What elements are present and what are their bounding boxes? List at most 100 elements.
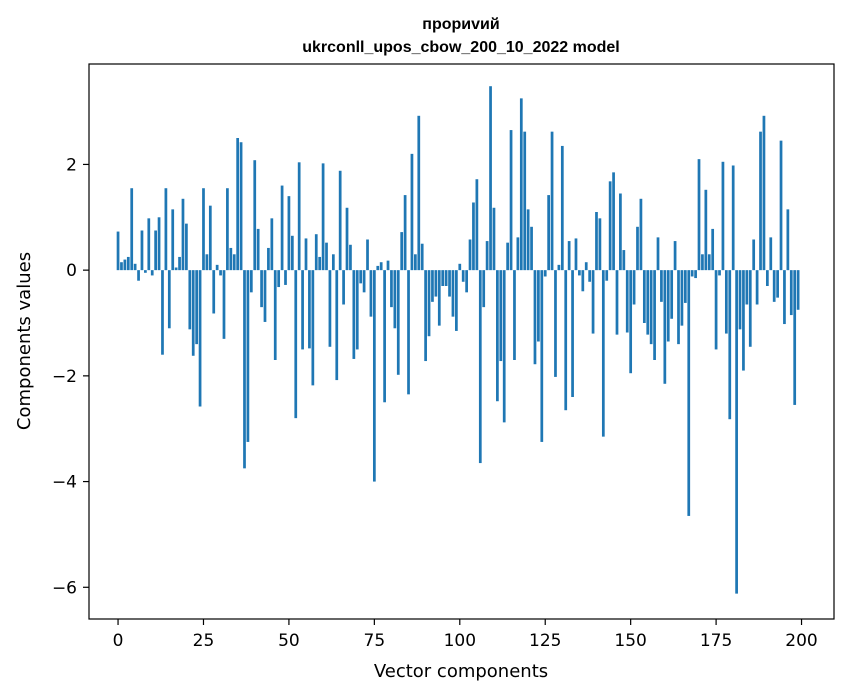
bar xyxy=(721,161,725,271)
bar xyxy=(420,243,424,271)
bar xyxy=(383,270,386,403)
bar xyxy=(437,270,441,326)
bar xyxy=(567,241,571,271)
bar xyxy=(759,131,762,271)
bar xyxy=(646,270,650,335)
bar xyxy=(185,223,188,271)
bar xyxy=(629,270,633,374)
bar xyxy=(386,260,390,271)
bar xyxy=(492,207,496,271)
bar xyxy=(711,228,715,271)
bar xyxy=(161,270,164,355)
bar xyxy=(359,270,363,284)
bar xyxy=(796,270,800,310)
bar xyxy=(786,209,790,271)
bar xyxy=(270,218,274,271)
bar xyxy=(547,195,551,271)
bar xyxy=(393,270,397,329)
bar xyxy=(458,263,462,271)
bars-group xyxy=(116,86,800,594)
x-tick-label: 125 xyxy=(529,631,561,651)
bar xyxy=(636,226,639,271)
bar xyxy=(728,270,732,420)
bar xyxy=(249,270,253,293)
bar xyxy=(540,270,544,442)
x-axis-ticks: 0 25 50 75 100 125 150 175 200 xyxy=(113,619,818,651)
plot-frame xyxy=(88,63,835,620)
bar xyxy=(615,270,619,335)
bar xyxy=(584,262,588,271)
bar xyxy=(294,270,298,419)
bar xyxy=(707,254,711,271)
x-tick-label: 50 xyxy=(278,631,300,651)
bar xyxy=(649,270,653,345)
bar xyxy=(697,159,701,271)
bar xyxy=(407,270,410,395)
bar xyxy=(656,237,660,271)
bar xyxy=(468,239,472,271)
bar xyxy=(308,270,311,349)
bar xyxy=(533,270,537,365)
bar xyxy=(502,270,506,423)
bar xyxy=(379,262,383,271)
bar xyxy=(338,170,342,271)
bar xyxy=(126,256,130,271)
bar xyxy=(147,218,151,271)
bar xyxy=(619,193,622,271)
y-axis-label: Components values xyxy=(14,252,35,430)
bar xyxy=(181,198,185,271)
x-tick-label: 150 xyxy=(614,631,646,651)
bar xyxy=(639,198,643,271)
bar xyxy=(362,270,366,293)
bar xyxy=(755,270,759,305)
bar xyxy=(301,270,304,350)
bar xyxy=(215,264,219,271)
bar xyxy=(376,265,380,271)
bar xyxy=(601,270,605,437)
bar xyxy=(191,270,195,356)
bar xyxy=(660,270,663,302)
bar xyxy=(557,264,561,271)
bar xyxy=(506,242,509,271)
bar xyxy=(229,247,233,271)
bar xyxy=(198,270,202,407)
bar xyxy=(321,163,325,271)
bar xyxy=(622,250,626,271)
bar xyxy=(519,98,523,271)
bar xyxy=(369,270,373,317)
bar xyxy=(523,131,527,271)
bar xyxy=(543,270,547,277)
bar xyxy=(772,270,776,302)
bar xyxy=(352,270,356,359)
bar xyxy=(243,270,246,469)
bar xyxy=(663,270,667,384)
bar xyxy=(478,270,482,464)
bar xyxy=(355,270,359,350)
bar xyxy=(714,270,718,350)
bar xyxy=(290,235,294,271)
bar xyxy=(690,270,694,277)
bar xyxy=(239,142,243,271)
bar xyxy=(267,247,270,271)
bar xyxy=(783,270,786,325)
bar xyxy=(516,237,520,271)
y-axis-ticks: −6 −4 −2 0 2 xyxy=(52,155,89,598)
x-tick-label: 0 xyxy=(113,631,124,651)
bar xyxy=(226,188,229,271)
bar xyxy=(680,270,684,326)
bar xyxy=(171,209,175,271)
bar xyxy=(256,228,260,271)
bar xyxy=(219,270,222,276)
bar xyxy=(188,270,192,330)
bar xyxy=(591,270,595,334)
bar xyxy=(718,270,721,276)
bar xyxy=(260,270,263,308)
bar xyxy=(701,254,704,271)
bar xyxy=(465,270,468,293)
bar xyxy=(400,232,404,271)
bar xyxy=(263,270,267,322)
bar xyxy=(694,270,697,279)
x-tick-label: 175 xyxy=(700,631,732,651)
bar xyxy=(144,270,147,273)
bar xyxy=(571,270,574,397)
